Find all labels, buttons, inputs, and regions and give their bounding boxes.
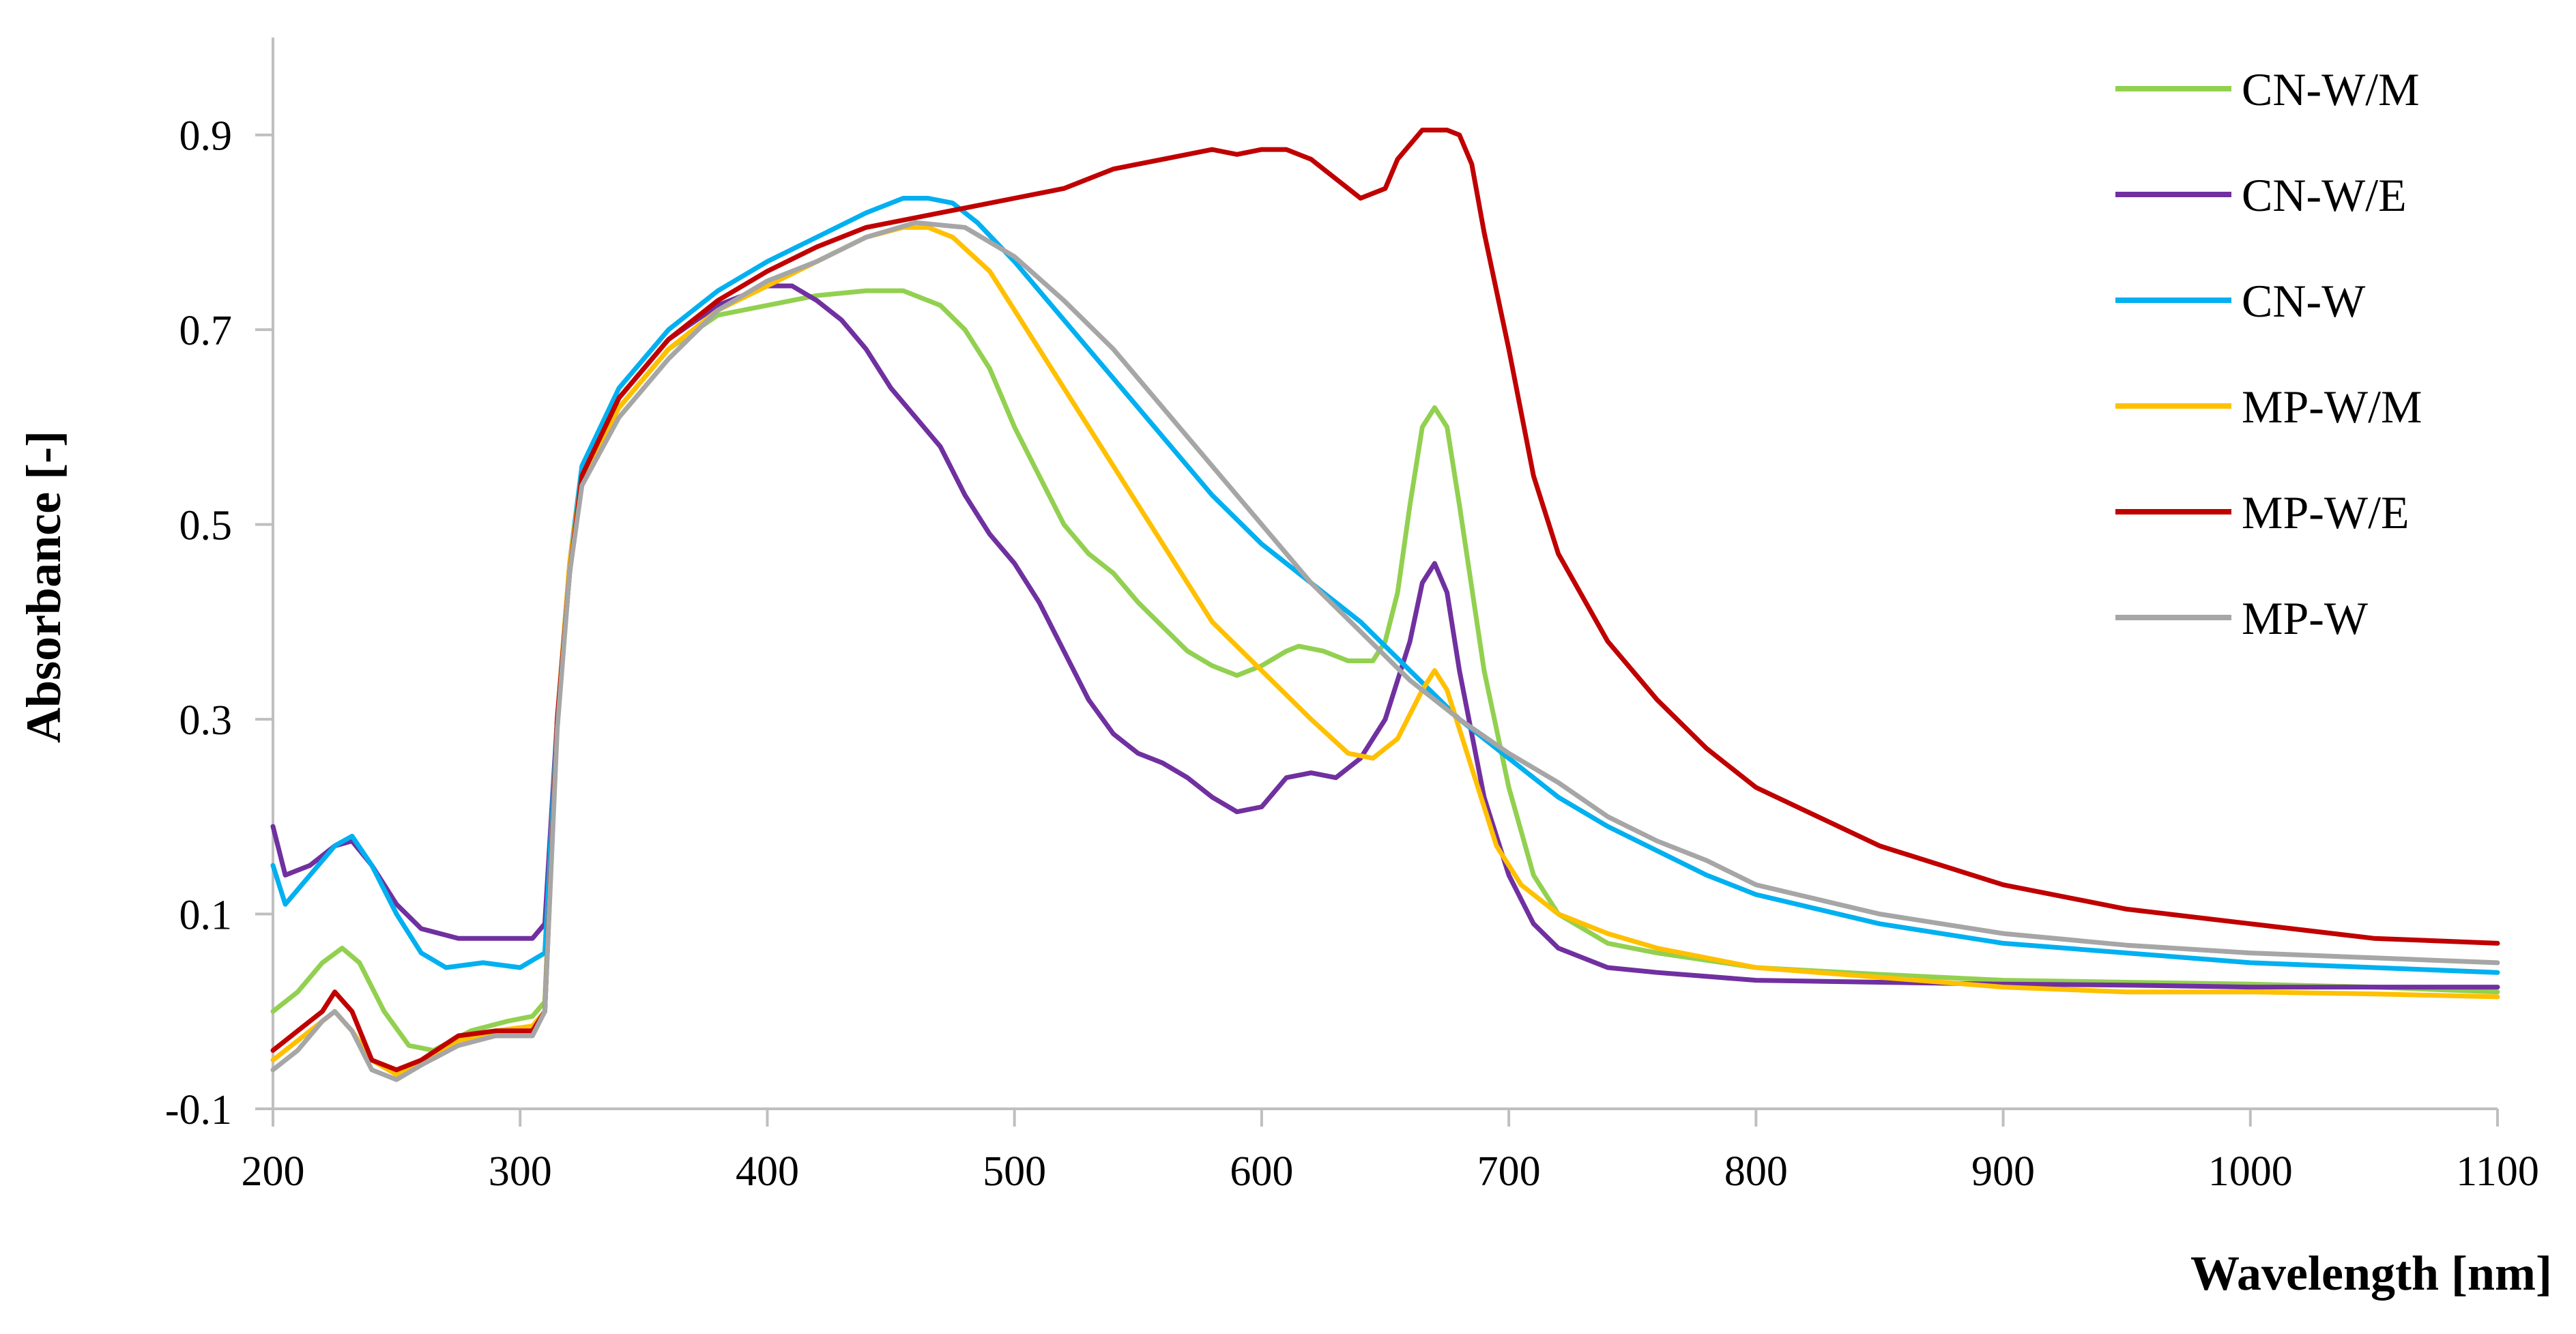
legend-label-mp-w: MP-W <box>2242 592 2369 644</box>
series-line-cn-w-e <box>270 283 2500 990</box>
data-series <box>270 128 2500 1082</box>
tick-labels: 200 300 400 500 600 700 800 900 1000 1100 -0.1 0.1 0… <box>165 113 2539 1195</box>
y-tick-label: -0.1 <box>165 1087 232 1133</box>
legend-label-mp-w-m: MP-W/M <box>2242 381 2422 433</box>
series-line-cn-w <box>270 196 2500 975</box>
y-tick-label: 0.3 <box>179 697 233 744</box>
legend-label-cn-w-m: CN-W/M <box>2242 63 2420 115</box>
x-axis-title: Wavelength [nm] <box>2190 1246 2552 1301</box>
tick-marks <box>255 133 2499 1127</box>
series-line-mp-w <box>270 220 2500 1082</box>
y-tick-label: 0.1 <box>179 893 233 939</box>
legend-label-cn-w: CN-W <box>2242 275 2366 327</box>
y-tick-label: 0.9 <box>179 113 233 160</box>
legend-label-mp-w-e: MP-W/E <box>2242 487 2409 538</box>
y-tick-label: 0.5 <box>179 503 233 549</box>
x-tick-label: 1100 <box>2456 1148 2539 1195</box>
axes <box>272 38 2498 1110</box>
x-tick-label: 900 <box>1971 1148 2035 1195</box>
x-tick-label: 600 <box>1230 1148 1293 1195</box>
x-tick-label: 200 <box>242 1148 305 1195</box>
series-line-cn-w-m <box>270 288 2500 1053</box>
y-tick-label: 0.7 <box>179 308 233 354</box>
x-tick-label: 500 <box>983 1148 1046 1195</box>
x-tick-label: 700 <box>1477 1148 1541 1195</box>
x-tick-label: 300 <box>489 1148 552 1195</box>
x-tick-label: 1000 <box>2208 1148 2293 1195</box>
x-tick-label: 800 <box>1724 1148 1788 1195</box>
y-axis-title: Absorbance [-] <box>16 431 71 743</box>
legend-label-cn-w-e: CN-W/E <box>2242 169 2407 221</box>
series-line-mp-w-m <box>270 224 2500 1077</box>
legend: CN-W/M CN-W/E CN-W MP-W/M MP-W/E MP-W <box>2115 63 2422 644</box>
x-tick-label: 400 <box>736 1148 799 1195</box>
series-line-mp-w-e <box>270 128 2500 1073</box>
